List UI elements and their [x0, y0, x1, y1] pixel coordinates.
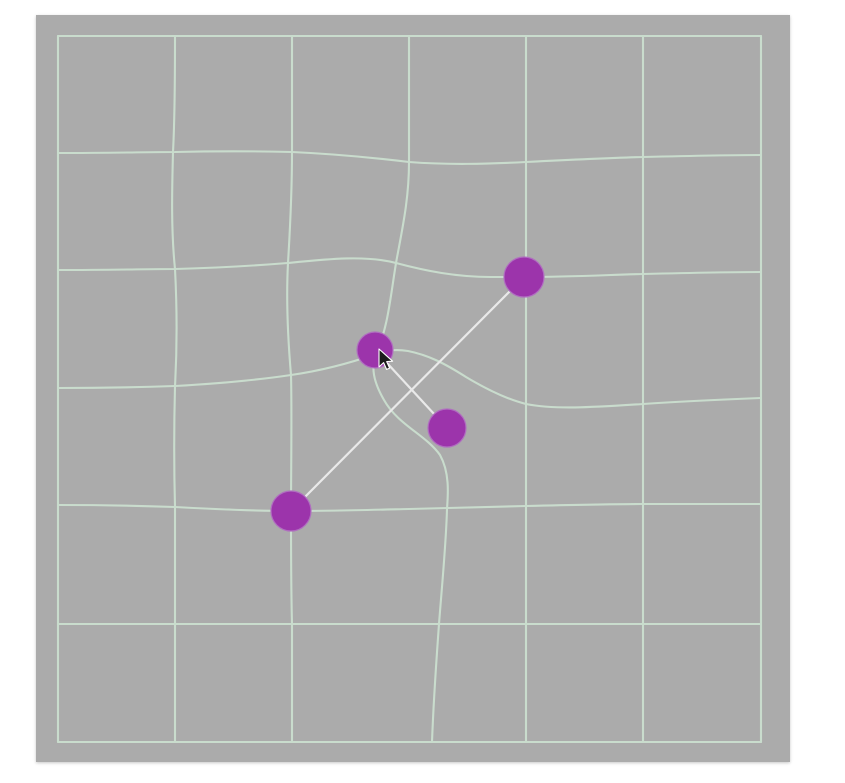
graph-node-n2[interactable] — [503, 256, 545, 298]
mesh-line-h-2 — [56, 257, 763, 279]
graph-edges — [289, 275, 526, 513]
mesh-line-v-3 — [372, 34, 449, 744]
graph-node-n4[interactable] — [427, 408, 467, 448]
mesh-line-v-2 — [286, 34, 294, 744]
graph-node-n1[interactable] — [356, 331, 394, 369]
mesh-line-h-4 — [56, 502, 763, 513]
mesh-grid — [56, 34, 763, 744]
mesh-line-h-3 — [56, 348, 763, 409]
scene-svg[interactable] — [36, 15, 790, 762]
mesh-graph-canvas[interactable] — [36, 15, 790, 762]
mesh-line-v-1 — [171, 34, 178, 744]
graph-edge-n2-n3[interactable] — [289, 275, 526, 513]
graph-node-n3[interactable] — [270, 490, 312, 532]
graph-nodes — [270, 256, 545, 532]
